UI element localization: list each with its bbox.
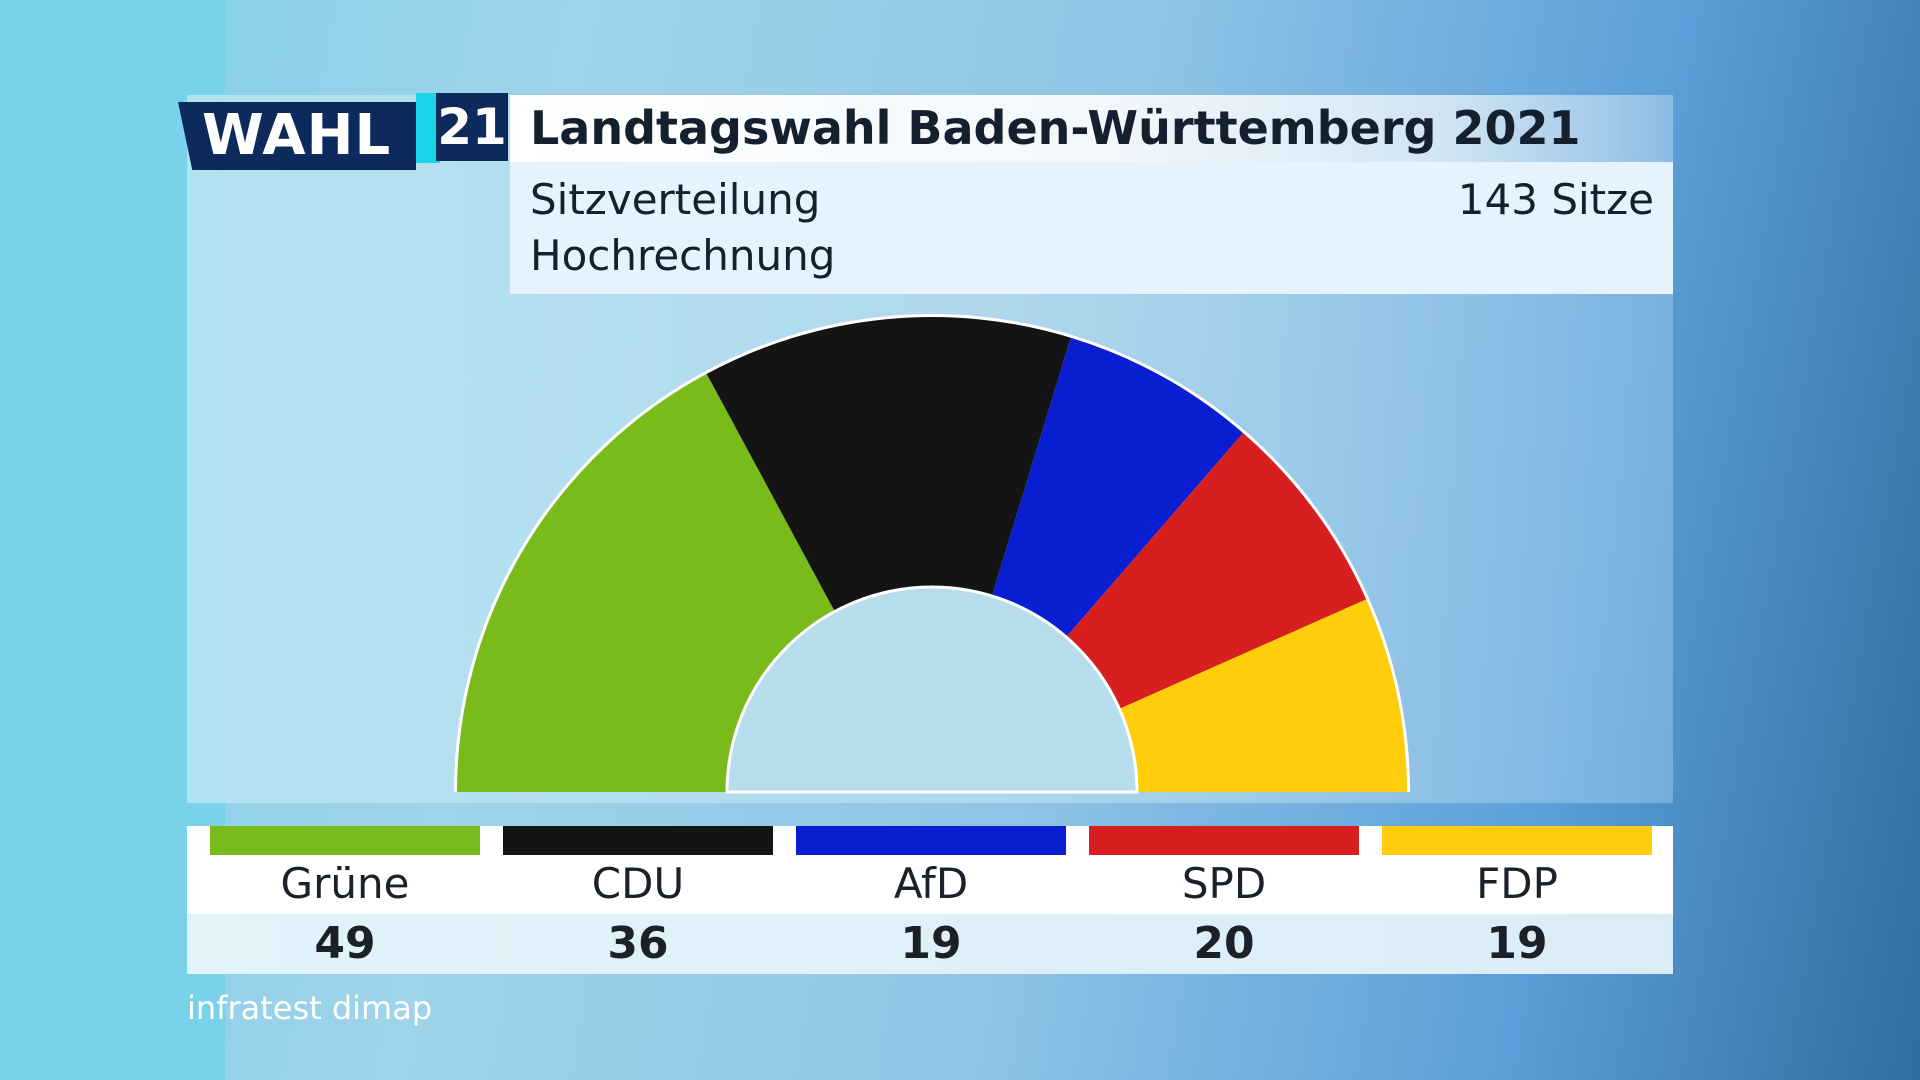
seat-segment-spd bbox=[1065, 433, 1367, 710]
chart-center-hole bbox=[725, 585, 1139, 794]
legend-values-background bbox=[187, 914, 1673, 974]
seat-segment-grüne bbox=[457, 373, 836, 792]
legend-swatch-fdp bbox=[1382, 826, 1652, 855]
wahl-logo: WAHL bbox=[178, 102, 416, 170]
logo-year: 21 bbox=[436, 93, 508, 161]
chart-subtitle-2: Hochrechnung bbox=[530, 231, 836, 280]
legend-label-cdu: CDU bbox=[591, 859, 685, 908]
total-seats: 143 Sitze bbox=[1457, 175, 1654, 224]
legend-label-afd: AfD bbox=[893, 859, 969, 908]
legend-label-grüne: Grüne bbox=[280, 859, 410, 908]
legend-value-cdu: 36 bbox=[607, 918, 669, 969]
legend-label-fdp: FDP bbox=[1476, 859, 1558, 908]
chart-title: Landtagswahl Baden-Württemberg 2021 bbox=[530, 101, 1581, 155]
legend-label-spd: SPD bbox=[1181, 859, 1267, 908]
seat-segment-cdu bbox=[706, 317, 1071, 613]
seat-segment-fdp bbox=[1118, 599, 1407, 792]
title-bar bbox=[510, 95, 1673, 162]
logo-wahl-text: WAHL bbox=[202, 103, 392, 168]
subtitle-box bbox=[510, 162, 1673, 294]
legend-swatch-grüne bbox=[210, 826, 480, 855]
legend-value-afd: 19 bbox=[900, 918, 962, 969]
source-credit: infratest dimap bbox=[187, 989, 433, 1027]
legend-value-spd: 20 bbox=[1193, 918, 1255, 969]
seat-segment-afd bbox=[991, 337, 1244, 638]
legend-swatch-spd bbox=[1089, 826, 1359, 855]
legend-swatch-afd bbox=[796, 826, 1066, 855]
legend-value-grüne: 49 bbox=[314, 918, 376, 969]
legend-swatch-cdu bbox=[503, 826, 773, 855]
legend-value-fdp: 19 bbox=[1486, 918, 1548, 969]
chart-subtitle: Sitzverteilung bbox=[530, 175, 821, 224]
